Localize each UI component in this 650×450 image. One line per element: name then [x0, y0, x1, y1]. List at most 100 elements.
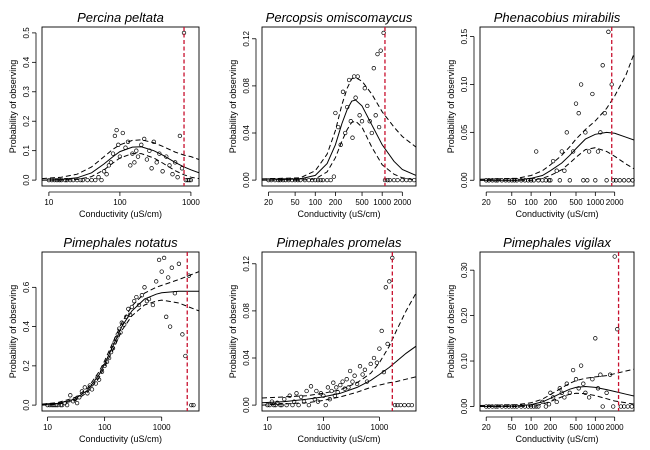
data-point	[503, 178, 508, 183]
data-point	[49, 177, 54, 183]
data-point	[298, 394, 304, 400]
data-point	[169, 265, 174, 270]
data-point	[154, 279, 159, 284]
data-point	[362, 367, 368, 372]
data-point	[313, 177, 318, 183]
data-point	[626, 178, 631, 183]
data-point	[598, 130, 603, 135]
data-point	[331, 174, 337, 179]
data-point	[104, 359, 110, 365]
data-point	[177, 133, 183, 139]
data-point	[189, 402, 194, 408]
data-point	[381, 369, 387, 375]
data-point	[80, 177, 85, 183]
data-point	[294, 391, 299, 396]
data-point	[350, 135, 355, 140]
data-point	[379, 328, 384, 334]
data-point	[546, 178, 552, 183]
data-point	[562, 395, 567, 400]
data-point	[564, 130, 569, 135]
data-point	[321, 393, 326, 398]
fitted-line	[480, 385, 634, 407]
data-point	[559, 149, 564, 154]
data-point	[58, 402, 63, 408]
data-point	[278, 177, 283, 183]
fitted-line	[262, 345, 416, 404]
data-point	[291, 399, 297, 404]
data-point	[369, 130, 374, 136]
data-point	[621, 178, 627, 183]
data-point	[495, 404, 500, 409]
data-point	[167, 324, 173, 329]
data-point	[484, 178, 489, 183]
data-point	[567, 178, 572, 183]
data-point	[331, 380, 336, 385]
data-point	[191, 402, 196, 408]
data-point	[557, 178, 562, 183]
data-point	[112, 340, 117, 345]
data-point	[347, 368, 353, 374]
data-point	[371, 355, 377, 361]
data-point	[618, 404, 624, 409]
data-point	[493, 178, 498, 183]
data-point	[514, 178, 520, 183]
y-tick-label: 0.08	[242, 303, 251, 319]
x-axis-label: Conductivity (uS/cm)	[515, 209, 598, 219]
data-point	[318, 391, 324, 396]
data-point	[540, 178, 545, 183]
data-point	[346, 77, 352, 83]
data-point	[304, 388, 309, 394]
data-point	[159, 269, 164, 274]
data-point	[387, 279, 392, 284]
data-point	[512, 178, 517, 183]
data-point	[106, 355, 112, 361]
data-point	[548, 178, 553, 183]
data-point	[306, 402, 312, 408]
chart-panel-6: Pimephales vigilax 20 50 100 200 500 1000 2000 C…	[446, 235, 635, 444]
data-point	[340, 379, 345, 384]
y-tick-label: 0.4	[22, 320, 31, 332]
data-point	[150, 302, 156, 308]
data-point	[407, 177, 413, 183]
data-point	[325, 385, 331, 390]
data-point	[536, 178, 541, 183]
data-point	[185, 177, 190, 183]
data-point	[132, 298, 137, 304]
plot-frame	[479, 251, 635, 412]
data-point	[392, 402, 398, 408]
data-point	[72, 397, 77, 402]
y-tick-label: 0.12	[242, 255, 251, 271]
data-point	[615, 327, 620, 332]
data-point	[528, 404, 534, 409]
data-point	[602, 111, 607, 116]
data-point	[166, 275, 171, 280]
data-point	[534, 404, 539, 409]
x-tick-label: 1000	[182, 198, 200, 207]
data-point	[604, 390, 609, 395]
x-axis-label: Conductivity (uS/cm)	[297, 209, 380, 219]
plot-frame	[479, 26, 635, 187]
x-tick-label: 500	[569, 198, 583, 207]
x-tick-label: 20	[482, 423, 491, 432]
chart-title: Percina peltata	[77, 10, 164, 25]
fitted-line	[42, 290, 199, 406]
x-tick-label: 2000	[393, 198, 411, 207]
data-point	[104, 172, 109, 177]
data-point	[278, 402, 283, 408]
x-tick-label: 500	[355, 198, 369, 207]
data-point	[595, 386, 601, 391]
data-point	[493, 404, 498, 409]
data-point	[585, 178, 590, 183]
data-point	[583, 390, 588, 395]
data-point	[611, 404, 616, 409]
data-point	[125, 139, 131, 144]
data-point	[134, 148, 139, 153]
data-point	[46, 177, 52, 183]
y-tick-label: 0.1	[22, 145, 31, 157]
data-point	[395, 402, 400, 408]
data-point	[586, 395, 592, 400]
data-point	[151, 139, 156, 144]
x-tick-label: 100	[98, 423, 112, 432]
data-point	[266, 177, 271, 183]
